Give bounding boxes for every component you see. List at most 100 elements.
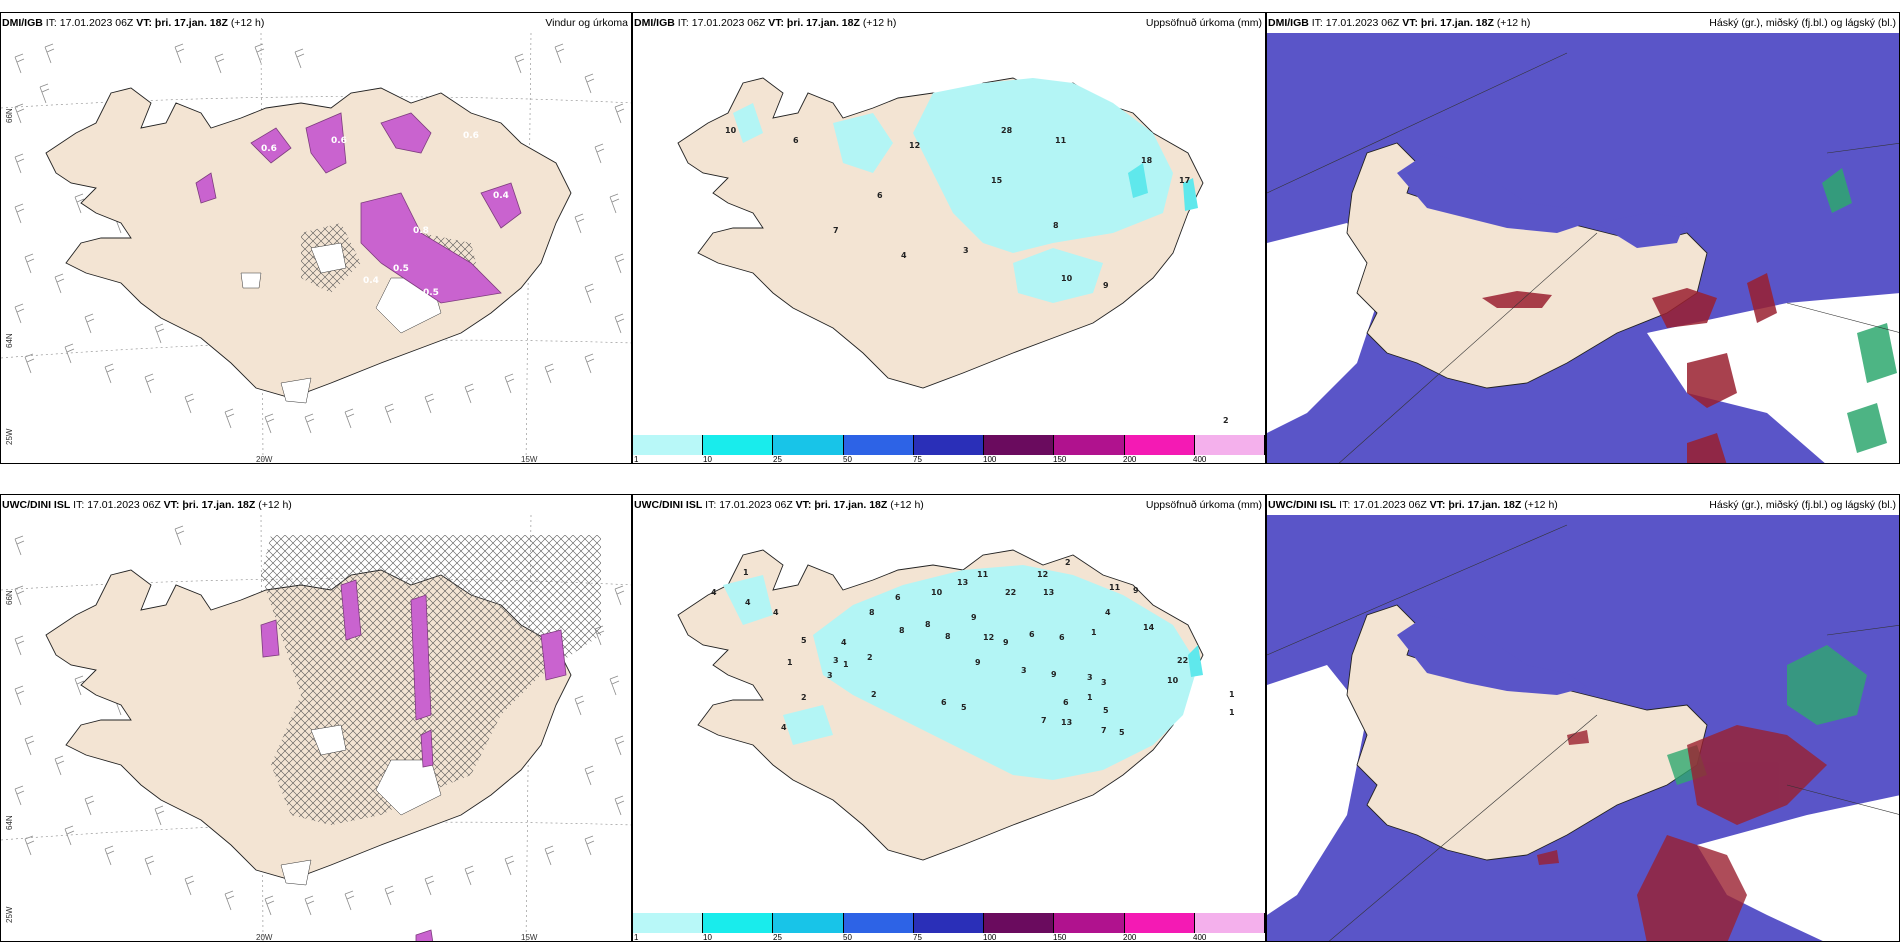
precip-value: 6 — [941, 698, 947, 707]
precip-value: 5 — [1119, 728, 1125, 737]
precip-value: 10 — [725, 126, 737, 135]
lon-tick: 20W — [256, 933, 273, 942]
colorbar-seg — [843, 913, 914, 933]
valid-time: VT: þri. 17.jan. 18Z — [768, 17, 860, 29]
colorbar-seg — [984, 435, 1055, 455]
map-precip: 4 1 4 4 8 6 10 13 11 22 12 13 2 8 11 9 8… — [677, 549, 1235, 861]
it-value: 17.01.2023 06Z — [1353, 499, 1427, 511]
precip-value: 3 — [963, 246, 969, 255]
panel-header: DMI/IGB IT: 17.01.2023 06Z VT: þri. 17.j… — [1267, 13, 1899, 33]
clear-sky — [1267, 223, 1387, 433]
colorbar-seg — [984, 913, 1055, 933]
precip-value: 9 — [1103, 281, 1109, 290]
precip-value: 7 — [1101, 726, 1107, 735]
snow-areas — [195, 112, 522, 304]
snow-value: 0.6 — [331, 136, 347, 146]
panel-header: DMI/IGB IT: 17.01.2023 06Z VT: þri. 17.j… — [633, 13, 1265, 33]
precip-value: 28 — [1001, 126, 1013, 135]
colorbar-seg — [633, 435, 704, 455]
precip-value: 13 — [1061, 718, 1072, 727]
colorbar-seg — [1054, 913, 1125, 933]
lat-tick: 64N — [5, 333, 14, 348]
precip-value: 3 — [833, 656, 839, 665]
precip-value: 13 — [1043, 588, 1054, 597]
cbar-label: 10 — [703, 933, 712, 942]
colorbar-seg — [633, 913, 704, 933]
precip-value: 11 — [977, 570, 989, 579]
precip-value: 12 — [1037, 570, 1048, 579]
cbar-label: 100 — [983, 933, 997, 942]
panel-header: UWC/DINI ISL IT: 17.01.2023 06Z VT: þri.… — [1, 495, 631, 515]
precip-value: 8 — [1053, 221, 1059, 230]
precip-value: 18 — [1141, 156, 1153, 165]
precip-value: 4 — [1105, 608, 1111, 617]
snow-value: 0.5 — [423, 288, 439, 298]
low-cloud-blobs — [1537, 725, 1827, 941]
glaciers — [280, 724, 442, 886]
snow-value: 0.6 — [261, 144, 277, 154]
precip-value: 9 — [975, 658, 981, 667]
snow-value: 0.4 — [363, 276, 379, 286]
panel-title: Uppsöfnuð úrkoma (mm) — [1145, 499, 1262, 511]
valid-time: VT: þri. 17.jan. 18Z — [163, 499, 256, 511]
map-clouds — [1267, 515, 1899, 941]
precip-areas — [733, 78, 1173, 303]
map-wind: 0.6 0.4 0.5 0.4 0.8 0.5 0.6 0.6 — [1, 33, 631, 463]
colorbar-seg — [1124, 435, 1195, 455]
precip-values: 10 6 12 28 11 18 17 15 6 8 7 4 3 10 9 2 — [725, 126, 1229, 425]
colorbar-seg — [703, 435, 774, 455]
precip-value: 7 — [1041, 716, 1047, 725]
cbar-label: 200 — [1123, 455, 1137, 464]
low-cloud-blobs — [1482, 273, 1777, 463]
cbar-label: 25 — [773, 455, 782, 464]
precip-areas-dark — [1128, 163, 1198, 211]
high-cloud-blobs — [1397, 615, 1587, 695]
map-clouds — [1267, 33, 1899, 463]
precip-value: 6 — [877, 191, 883, 200]
panel-uwc-clouds: UWC/DINI ISL IT: 17.01.2023 06Z VT: þri.… — [1266, 494, 1900, 942]
precip-value: 6 — [793, 136, 799, 145]
it-label: IT: — [45, 17, 57, 29]
snow-value: 0.4 — [493, 191, 509, 201]
it-label: IT: — [677, 17, 689, 29]
colorbar-seg — [843, 435, 914, 455]
cbar-label: 400 — [1193, 455, 1207, 464]
map-precip: 10 6 12 28 11 18 17 15 6 8 7 4 3 10 9 2 — [677, 77, 1229, 425]
it-value: 17.01.2023 06Z — [59, 17, 134, 29]
lon-tick: 15W — [521, 455, 538, 464]
precip-value: 3 — [1101, 678, 1107, 687]
precip-value: 5 — [801, 636, 807, 645]
precip-value: 22 — [1005, 588, 1016, 597]
precip-value: 8 — [899, 626, 905, 635]
precip-value: 5 — [961, 703, 967, 712]
panel-uwc-precip: UWC/DINI ISL IT: 17.01.2023 06Z VT: þri.… — [632, 494, 1266, 942]
panel-title: Uppsöfnuð úrkoma (mm) — [1145, 17, 1262, 29]
colorbar-seg — [1054, 435, 1125, 455]
panel-uwc-wind: UWC/DINI ISL IT: 17.01.2023 06Z VT: þri.… — [0, 494, 632, 942]
valid-time: VT: þri. 17.jan. 18Z — [1402, 17, 1494, 29]
precip-value: 14 — [1143, 623, 1155, 632]
precip-value: 11 — [1055, 136, 1067, 145]
colorbar-labels: 1 10 25 50 75 100 150 200 400 — [633, 455, 1265, 464]
colorbar-seg — [1124, 913, 1195, 933]
panel-header: UWC/DINI ISL IT: 17.01.2023 06Z VT: þri.… — [633, 495, 1265, 515]
colorbar-seg — [1194, 435, 1265, 455]
colorbar — [633, 913, 1265, 933]
map-wind — [1, 515, 631, 941]
cbar-label: 25 — [773, 933, 782, 942]
cbar-label: 200 — [1123, 933, 1137, 942]
precip-value: 10 — [1167, 676, 1179, 685]
colorbar-labels: 1 10 25 50 75 100 150 200 400 — [633, 933, 1265, 942]
precip-value: 4 — [841, 638, 847, 647]
precip-value: 9 — [1133, 586, 1139, 595]
lat-tick: 64N — [5, 815, 14, 830]
snow-areas — [260, 579, 567, 941]
cbar-label: 75 — [913, 455, 922, 464]
colorbar — [633, 435, 1265, 455]
cbar-label: 10 — [703, 455, 712, 464]
precip-value: 17 — [1179, 176, 1190, 185]
lead-time: (+12 h) — [1496, 17, 1531, 29]
lon-tick: 15W — [521, 933, 538, 942]
precip-value: 3 — [1087, 673, 1093, 682]
precip-value: 6 — [895, 593, 901, 602]
